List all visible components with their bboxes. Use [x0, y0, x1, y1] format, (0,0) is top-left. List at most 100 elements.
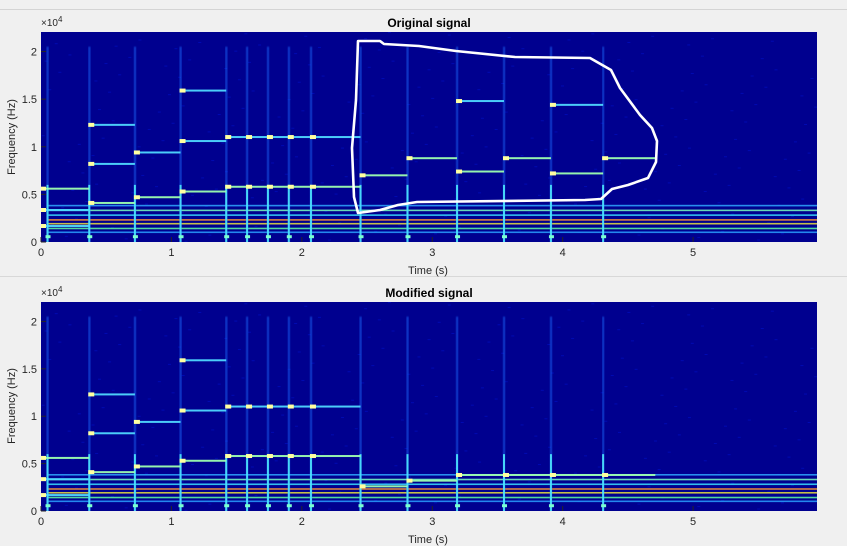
noise-speck [64, 504, 68, 506]
noise-speck [700, 55, 704, 57]
noise-speck [248, 61, 252, 63]
noise-speck [793, 141, 797, 143]
noise-speck [138, 39, 142, 41]
noise-speck [361, 112, 365, 114]
onset-low-burst [501, 504, 507, 508]
onset-low-burst [601, 235, 607, 239]
noise-speck [524, 452, 528, 454]
noise-speck [687, 417, 691, 419]
noise-speck [114, 315, 118, 317]
noise-speck [504, 487, 508, 489]
noise-speck [85, 470, 89, 472]
noise-speck [311, 362, 315, 364]
noise-speck [451, 63, 455, 65]
noise-speck [478, 461, 482, 463]
noise-speck [381, 78, 385, 80]
noise-speck [414, 430, 418, 432]
noise-speck [537, 464, 541, 466]
noise-speck [584, 186, 588, 188]
noise-speck [297, 81, 301, 83]
noise-speck [184, 240, 188, 242]
x-tick-label: 2 [299, 516, 305, 528]
noise-speck [787, 456, 791, 458]
noise-speck [744, 391, 748, 393]
noise-speck [294, 425, 298, 427]
harmonic-attack [266, 184, 273, 189]
noise-speck [717, 471, 721, 473]
harmonic-attack [406, 478, 413, 483]
harmonic-attack [309, 404, 316, 409]
noise-speck [434, 502, 438, 504]
noise-speck [398, 493, 402, 495]
noise-speck [347, 371, 351, 373]
noise-speck [607, 179, 611, 181]
noise-speck [341, 147, 345, 149]
harmonic-line [603, 473, 656, 476]
noise-speck [387, 302, 391, 304]
harmonic-line [247, 185, 268, 188]
noise-speck [164, 335, 168, 337]
noise-speck [404, 447, 408, 449]
noise-speck [643, 188, 647, 190]
harmonic-attack [88, 161, 95, 166]
onset-core [246, 454, 249, 511]
noise-speck [620, 357, 624, 359]
noise-speck [451, 332, 455, 334]
onset-transient [309, 46, 313, 242]
onset-low-burst [45, 235, 51, 239]
noise-speck [757, 508, 761, 510]
noise-speck [564, 114, 568, 116]
noise-speck [301, 110, 305, 112]
noise-speck [480, 117, 484, 119]
x-axis-label: Time (s) [408, 265, 448, 277]
noise-speck [664, 423, 668, 425]
noise-speck [344, 445, 348, 447]
noise-speck [154, 186, 158, 188]
noise-speck [274, 460, 278, 462]
noise-speck [391, 330, 395, 332]
noise-speck [95, 452, 99, 454]
noise-speck [124, 238, 128, 240]
harmonic-attack [359, 173, 366, 178]
noise-speck [347, 101, 351, 103]
noise-speck [417, 356, 421, 358]
onset-low-burst [548, 504, 554, 508]
onset-transient [46, 316, 49, 511]
harmonic-attack [287, 454, 294, 459]
harmonic-attack [225, 135, 232, 140]
noise-speck [814, 106, 817, 108]
noise-speck [400, 419, 404, 421]
subplot-divider [0, 276, 847, 277]
y-tick-label: 1 [31, 411, 37, 423]
noise-speck [591, 303, 595, 305]
y-tick-label: 0 [31, 237, 37, 249]
noise-speck [138, 309, 142, 311]
noise-speck [477, 89, 481, 91]
noise-speck [234, 50, 238, 52]
noise-speck [408, 476, 412, 478]
harmonic-attack [502, 156, 509, 161]
noise-speck [791, 215, 795, 217]
noise-speck [151, 157, 155, 159]
harmonic-line [89, 471, 135, 474]
noise-speck [757, 239, 761, 241]
noise-speck [260, 179, 264, 181]
noise-speck [191, 194, 195, 196]
noise-speck [54, 313, 58, 315]
noise-speck [124, 507, 128, 509]
noise-speck [234, 320, 238, 322]
harmonic-attack [179, 408, 186, 413]
onset-transient [133, 46, 137, 242]
sustained-partial [47, 478, 817, 481]
noise-speck [77, 143, 81, 145]
sustained-partial [47, 500, 817, 503]
onset-low-burst [405, 235, 411, 239]
harmonic-attack [246, 404, 253, 409]
harmonic-attack [246, 184, 253, 189]
noise-speck [457, 227, 461, 229]
noise-speck [424, 413, 428, 415]
noise-speck [97, 109, 101, 111]
noise-speck [614, 133, 618, 135]
noise-speck [534, 435, 538, 437]
